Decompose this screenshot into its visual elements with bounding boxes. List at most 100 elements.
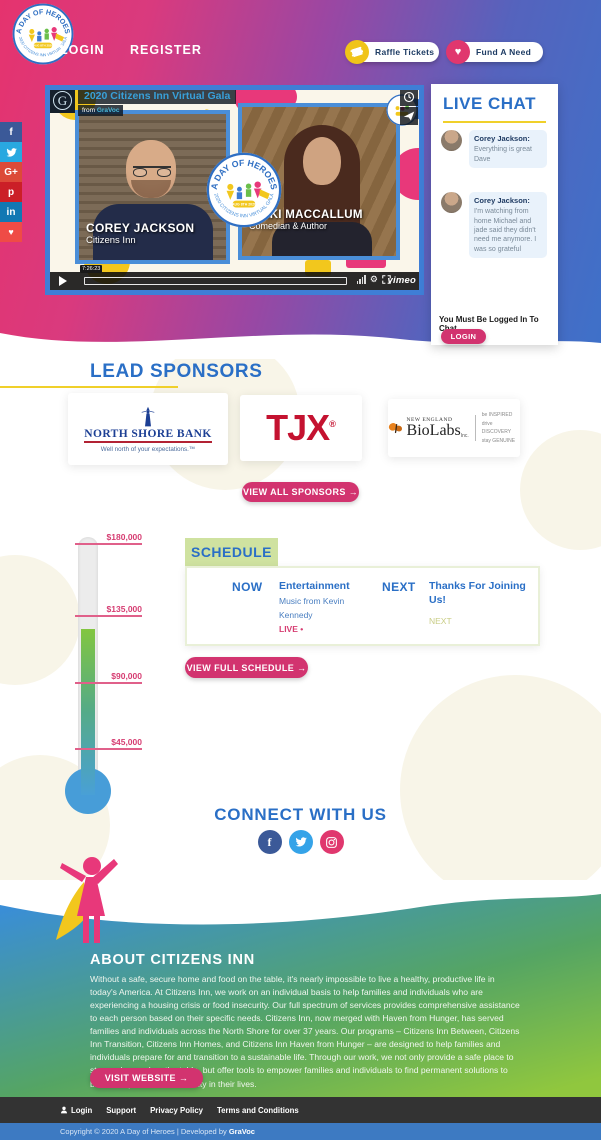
main-content: LEAD SPONSORS NORTH SHORE BANK Well nort… bbox=[0, 340, 601, 905]
gravoc-logo-letter: G bbox=[53, 91, 72, 110]
chat-text: Everything is great Dave bbox=[474, 146, 532, 163]
ticket-icon bbox=[345, 40, 369, 64]
sponsor-tagline: stay GENUINE bbox=[481, 437, 516, 444]
google-plus-share-icon[interactable]: G+ bbox=[0, 162, 22, 182]
thermometer-tick-line bbox=[75, 615, 142, 617]
schedule-card: NOW Entertainment Music from Kevin Kenne… bbox=[185, 566, 540, 646]
thermometer-tick-label: $135,000 bbox=[106, 604, 142, 614]
sponsor-north-shore-bank[interactable]: NORTH SHORE BANK Well north of your expe… bbox=[68, 393, 228, 465]
schedule-next-title: Thanks For Joining Us! bbox=[429, 580, 526, 606]
play-button[interactable] bbox=[50, 272, 76, 290]
vimeo-logo-link[interactable]: vimeo bbox=[387, 275, 416, 286]
view-full-schedule-button[interactable]: VIEW FULL SCHEDULE → bbox=[185, 657, 308, 678]
superhero-figure-illustration bbox=[56, 857, 118, 943]
fund-a-need-label: Fund A Need bbox=[476, 47, 532, 57]
facebook-share-icon[interactable]: f bbox=[0, 122, 22, 142]
twitter-icon[interactable] bbox=[288, 830, 313, 854]
speaker-nameplate: NIKKI MACCALLUM Comedian & Author bbox=[249, 209, 363, 232]
background-blob bbox=[520, 430, 601, 550]
clock-icon bbox=[403, 91, 415, 103]
thermometer-fill bbox=[81, 629, 95, 795]
thermometer-tick-line bbox=[75, 682, 142, 684]
sponsors-underline bbox=[0, 386, 178, 388]
sponsor-tagline: be INSPIRED bbox=[481, 412, 513, 418]
event-badge: A DAY OF HEROES 2020 CITIZENS INN VIRTUA… bbox=[206, 152, 282, 228]
logo-date-text: AUG 8TH 2020 bbox=[33, 44, 53, 48]
linkedin-share-icon[interactable]: in bbox=[0, 202, 22, 222]
visit-website-button[interactable]: VISIT WEBSITE → bbox=[90, 1068, 203, 1088]
speaker-silhouette bbox=[272, 222, 372, 256]
thermometer-tick-label: $180,000 bbox=[106, 532, 142, 542]
speaker-silhouette bbox=[131, 180, 171, 198]
twitter-share-icon[interactable] bbox=[0, 142, 22, 162]
hero-wave bbox=[0, 333, 601, 359]
sponsor-name: BioLabs bbox=[406, 422, 461, 439]
volume-icon[interactable] bbox=[356, 275, 366, 284]
social-share-bar: f G+ p in ♥ bbox=[0, 122, 22, 242]
chat-login-button[interactable]: LOGIN bbox=[441, 329, 486, 344]
person-icon bbox=[61, 1106, 67, 1114]
footer-links-bar: Login Support Privacy Policy Terms and C… bbox=[0, 1097, 601, 1123]
nav-login-link[interactable]: LOGIN bbox=[60, 43, 105, 57]
site-logo[interactable]: A DAY OF HEROES 2020 CITIZENS INN VIRTUA… bbox=[12, 3, 74, 65]
speaker-name: COREY JACKSON bbox=[86, 221, 195, 236]
video-title-link[interactable]: 2020 Citizens Inn Virtual Gala bbox=[78, 90, 237, 104]
view-all-sponsors-button[interactable]: VIEW ALL SPONSORS → bbox=[242, 482, 359, 502]
footer-support-link[interactable]: Support bbox=[106, 1105, 137, 1115]
fund-a-need-button[interactable]: ♥ Fund A Need bbox=[446, 40, 543, 64]
heart-icon: ♥ bbox=[446, 40, 470, 64]
speaker-role: Citizens Inn bbox=[86, 234, 136, 246]
sponsor-biolabs[interactable]: NEW ENGLAND BioLabs Inc. be INSPIRED dri… bbox=[388, 399, 520, 457]
lighthouse-icon bbox=[141, 406, 155, 426]
footer-terms-link[interactable]: Terms and Conditions bbox=[217, 1105, 299, 1115]
share-video-button[interactable] bbox=[400, 107, 418, 125]
footer-login-link[interactable]: Login bbox=[60, 1106, 92, 1115]
developer-link[interactable]: GraVoc bbox=[228, 1127, 255, 1136]
lead-sponsors-title: LEAD SPONSORS bbox=[90, 361, 263, 382]
chat-author: Corey Jackson: bbox=[474, 196, 530, 205]
sponsor-tjx[interactable]: TJX® bbox=[240, 395, 362, 461]
badge-date-text: AUG 8TH 2020 bbox=[232, 203, 256, 207]
pinterest-share-icon[interactable]: p bbox=[0, 182, 22, 202]
schedule-next-label: NEXT bbox=[382, 580, 416, 594]
gravoc-logo[interactable]: G bbox=[50, 90, 75, 113]
footer-link-label: Login bbox=[71, 1105, 93, 1115]
webcam-frame-corey: COREY JACKSON Citizens Inn bbox=[75, 110, 230, 264]
chat-message: Corey Jackson: I'm watching from home Mi… bbox=[441, 192, 547, 259]
footer-copyright-bar: Copyright © 2020 A Day of Heroes | Devel… bbox=[0, 1123, 601, 1140]
thermometer-tick-line bbox=[75, 543, 142, 545]
chat-author: Corey Jackson: bbox=[474, 134, 530, 143]
fullscreen-icon[interactable] bbox=[382, 275, 391, 284]
instagram-icon[interactable] bbox=[319, 830, 344, 854]
settings-gear-icon[interactable]: ⚙ bbox=[369, 274, 378, 284]
paper-plane-icon bbox=[403, 111, 415, 121]
background-blob bbox=[400, 675, 601, 905]
raffle-tickets-button[interactable]: Raffle Tickets bbox=[345, 40, 439, 64]
like-share-icon[interactable]: ♥ bbox=[0, 222, 22, 242]
schedule-now-title: Entertainment bbox=[279, 580, 350, 592]
sponsor-name: TJX bbox=[266, 407, 330, 448]
video-player: G 2020 Citizens Inn Virtual Gala from Gr… bbox=[45, 85, 424, 295]
live-chat-title: LIVE CHAT bbox=[443, 94, 536, 113]
chat-login-notice: You Must Be Logged In To Chat bbox=[439, 315, 539, 333]
video-provider-link[interactable]: GraVoc bbox=[96, 107, 120, 114]
footer-privacy-link[interactable]: Privacy Policy bbox=[150, 1105, 203, 1115]
thermometer-tick-label: $90,000 bbox=[111, 671, 142, 681]
speaker-silhouette bbox=[93, 204, 213, 260]
video-byline: from GraVoc bbox=[78, 105, 124, 116]
chat-text: I'm watching from home Michael and jade … bbox=[474, 208, 537, 253]
about-title: ABOUT CITIZENS INN bbox=[90, 952, 256, 968]
watch-later-button[interactable] bbox=[400, 90, 418, 106]
video-progress-bar[interactable] bbox=[84, 277, 347, 285]
sponsor-name: NORTH SHORE BANK bbox=[84, 428, 212, 443]
chat-title-underline bbox=[443, 121, 546, 123]
speaker-silhouette bbox=[303, 137, 341, 185]
sponsor-tagline: Well north of your expectations.™ bbox=[100, 445, 196, 453]
schedule-title: SCHEDULE bbox=[185, 538, 278, 566]
sponsor-suffix: Inc. bbox=[460, 433, 469, 439]
facebook-icon[interactable]: f bbox=[257, 830, 282, 854]
nav-register-link[interactable]: REGISTER bbox=[130, 43, 202, 57]
speaker-silhouette bbox=[133, 166, 171, 177]
speaker-role: Comedian & Author bbox=[249, 221, 328, 232]
